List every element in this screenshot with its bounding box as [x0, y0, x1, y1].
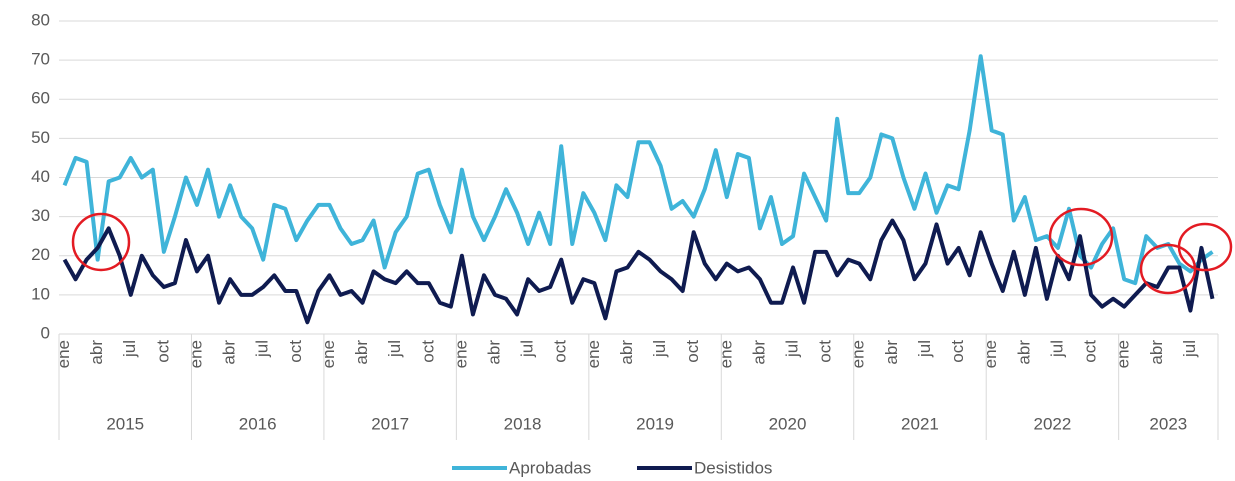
x-tick-label: ene — [716, 340, 735, 368]
legend-label: Desistidos — [694, 458, 772, 477]
year-label: 2021 — [901, 414, 939, 433]
y-tick-label: 30 — [31, 206, 50, 225]
x-tick-label: abr — [1147, 340, 1166, 365]
x-tick-label: ene — [186, 340, 205, 368]
x-tick-label: abr — [882, 340, 901, 365]
x-tick-label: jul — [518, 340, 537, 358]
x-tick-label: jul — [1180, 340, 1199, 358]
x-tick-label: ene — [54, 340, 73, 368]
year-label: 2015 — [106, 414, 144, 433]
x-tick-label: oct — [816, 340, 835, 363]
x-tick-label: oct — [418, 340, 437, 363]
year-label: 2022 — [1034, 414, 1072, 433]
x-tick-label: abr — [484, 340, 503, 365]
x-tick-label: oct — [551, 340, 570, 363]
x-tick-label: ene — [451, 340, 470, 368]
x-tick-label: abr — [749, 340, 768, 365]
year-label: 2018 — [504, 414, 542, 433]
x-tick-label: jul — [783, 340, 802, 358]
x-tick-label: oct — [948, 340, 967, 363]
x-tick-label: abr — [617, 340, 636, 365]
x-tick-label: abr — [1014, 340, 1033, 365]
y-tick-label: 10 — [31, 284, 50, 303]
x-tick-label: abr — [352, 340, 371, 365]
y-tick-label: 0 — [41, 323, 50, 342]
x-tick-label: jul — [253, 340, 272, 358]
year-label: 2016 — [239, 414, 277, 433]
y-tick-label: 80 — [31, 10, 50, 29]
year-label: 2020 — [769, 414, 807, 433]
x-tick-label: jul — [385, 340, 404, 358]
y-tick-label: 70 — [31, 50, 50, 69]
x-tick-label: oct — [153, 340, 172, 363]
y-tick-label: 60 — [31, 89, 50, 108]
x-tick-label: oct — [1081, 340, 1100, 363]
x-tick-label: jul — [1047, 340, 1066, 358]
year-label: 2019 — [636, 414, 674, 433]
x-tick-label: ene — [1114, 340, 1133, 368]
series-line — [62, 218, 1215, 325]
legend-label: Aprobadas — [509, 458, 591, 477]
series-line — [62, 54, 1214, 286]
y-tick-label: 20 — [31, 245, 50, 264]
x-tick-label: jul — [650, 340, 669, 358]
x-tick-label: oct — [286, 340, 305, 363]
annotations — [71, 207, 1233, 295]
x-tick-label: jul — [915, 340, 934, 358]
y-tick-label: 40 — [31, 167, 50, 186]
x-tick-label: ene — [849, 340, 868, 368]
year-label: 2017 — [371, 414, 409, 433]
highlight-circle — [1177, 222, 1233, 272]
x-tick-label: abr — [220, 340, 239, 365]
x-tick-label: oct — [683, 340, 702, 363]
y-tick-label: 50 — [31, 128, 50, 147]
x-tick-label: ene — [981, 340, 1000, 368]
highlight-circle — [1048, 207, 1114, 267]
x-tick-label: ene — [319, 340, 338, 368]
highlight-circle — [71, 212, 131, 272]
x-tick-label: abr — [87, 340, 106, 365]
x-tick-label: ene — [584, 340, 603, 368]
year-label: 2023 — [1149, 414, 1187, 433]
x-tick-label: jul — [120, 340, 139, 358]
